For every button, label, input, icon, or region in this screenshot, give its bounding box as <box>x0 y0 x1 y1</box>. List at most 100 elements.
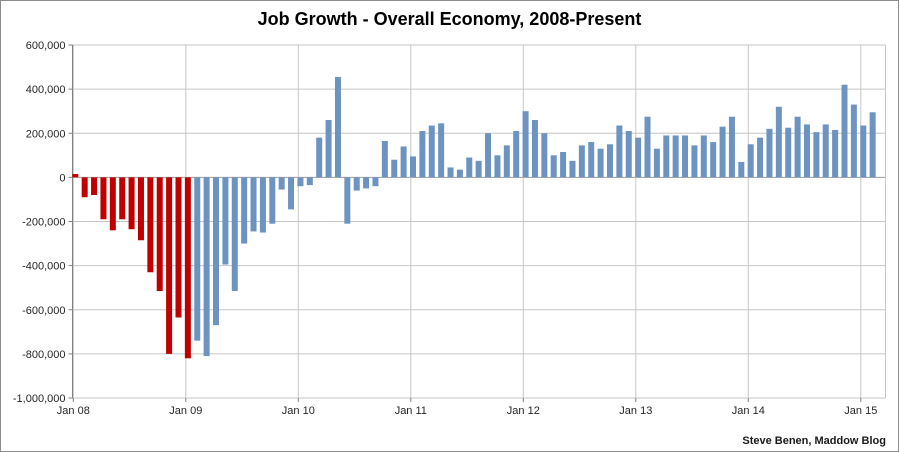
bar-sep-2011 <box>485 133 492 178</box>
bar-jan-2012 <box>522 111 529 178</box>
bar-mar-2009 <box>203 177 210 357</box>
bar-dec-2009 <box>288 177 295 210</box>
bar-jun-2009 <box>231 177 238 291</box>
bar-dec-2011 <box>513 131 520 178</box>
x-tick-label: Jan 12 <box>507 405 540 417</box>
bar-dec-2010 <box>400 146 407 178</box>
bar-mar-2011 <box>428 125 435 178</box>
bar-feb-2013 <box>644 116 651 178</box>
x-tick-label: Jan 10 <box>282 405 315 417</box>
y-tick-label: 600,000 <box>26 40 66 52</box>
bar-may-2014 <box>785 127 792 178</box>
bar-feb-2014 <box>757 137 764 178</box>
bar-apr-2008 <box>100 177 107 220</box>
y-tick-label: -800,000 <box>22 349 65 361</box>
bar-aug-2008 <box>137 177 144 241</box>
y-tick-label: -200,000 <box>22 217 65 229</box>
bar-dec-2013 <box>738 161 745 178</box>
bar-feb-2009 <box>194 177 201 341</box>
bar-sep-2014 <box>822 124 829 178</box>
bar-jan-2014 <box>747 144 754 178</box>
bar-apr-2013 <box>663 135 670 178</box>
bar-apr-2009 <box>213 177 220 326</box>
bar-dec-2012 <box>625 131 632 178</box>
bar-jul-2009 <box>241 177 248 244</box>
bar-jan-2013 <box>635 137 642 178</box>
bar-oct-2013 <box>719 126 726 178</box>
bar-dec-2014 <box>850 104 857 178</box>
bar-aug-2013 <box>700 135 707 178</box>
bar-may-2013 <box>672 135 679 178</box>
bar-mar-2012 <box>541 133 548 178</box>
bar-oct-2011 <box>494 155 501 178</box>
x-tick-label: Jan 09 <box>169 405 202 417</box>
bar-feb-2008 <box>81 177 88 198</box>
bar-apr-2011 <box>438 123 445 178</box>
bar-sep-2010 <box>372 177 379 187</box>
bar-feb-2010 <box>306 177 313 186</box>
bar-may-2008 <box>109 177 116 231</box>
bar-aug-2014 <box>813 132 820 178</box>
y-tick-label: 200,000 <box>26 128 66 140</box>
bar-oct-2008 <box>156 177 163 291</box>
bar-nov-2008 <box>166 177 173 354</box>
bar-mar-2014 <box>766 128 773 178</box>
bar-nov-2011 <box>503 145 510 178</box>
bar-jan-2008 <box>72 174 79 178</box>
bar-jun-2011 <box>456 169 463 178</box>
bar-jun-2014 <box>794 116 801 178</box>
bar-feb-2012 <box>531 120 538 178</box>
bar-jul-2013 <box>691 145 698 178</box>
bar-nov-2012 <box>616 125 623 178</box>
bar-oct-2014 <box>832 129 839 178</box>
bar-mar-2013 <box>653 148 660 178</box>
bar-sep-2013 <box>710 142 717 178</box>
bar-apr-2012 <box>550 155 557 178</box>
bar-sep-2009 <box>259 177 266 233</box>
bar-jun-2012 <box>569 160 576 178</box>
bar-jun-2010 <box>344 177 351 224</box>
y-tick-label: -600,000 <box>22 305 65 317</box>
bar-may-2012 <box>560 152 567 178</box>
x-tick-label: Jan 15 <box>844 405 877 417</box>
bar-may-2010 <box>334 76 341 178</box>
y-tick-label: 0 <box>59 172 65 184</box>
bar-feb-2011 <box>419 131 426 178</box>
bar-sep-2012 <box>597 148 604 178</box>
bar-nov-2013 <box>728 116 735 178</box>
bar-jul-2012 <box>578 145 585 178</box>
bar-apr-2010 <box>325 120 332 178</box>
bar-jul-2011 <box>466 157 473 178</box>
chart-title: Job Growth - Overall Economy, 2008-Prese… <box>257 9 642 29</box>
bar-aug-2011 <box>475 160 482 178</box>
bar-jul-2014 <box>803 124 810 178</box>
bar-jun-2008 <box>119 177 126 220</box>
x-tick-label: Jan 08 <box>57 405 90 417</box>
bar-dec-2008 <box>175 177 182 318</box>
bar-jul-2010 <box>353 177 360 191</box>
bar-aug-2009 <box>250 177 257 232</box>
bar-jan-2010 <box>297 177 304 187</box>
bar-jan-2015 <box>860 125 867 178</box>
bar-aug-2010 <box>363 177 370 189</box>
bar-jan-2011 <box>409 156 416 178</box>
bar-nov-2014 <box>841 84 848 178</box>
bar-nov-2010 <box>391 159 398 178</box>
bar-feb-2015 <box>869 112 876 178</box>
y-tick-label: 400,000 <box>26 84 66 96</box>
bar-may-2009 <box>222 177 229 265</box>
bar-jun-2013 <box>682 135 689 178</box>
bar-apr-2014 <box>775 106 782 178</box>
bar-mar-2008 <box>91 177 98 196</box>
bar-oct-2010 <box>381 140 388 178</box>
bar-aug-2012 <box>588 142 595 178</box>
bar-nov-2009 <box>278 177 285 190</box>
bar-jul-2008 <box>128 177 135 230</box>
y-tick-label: -1,000,000 <box>13 393 66 405</box>
bar-mar-2010 <box>316 137 323 178</box>
y-tick-label: -400,000 <box>22 261 65 273</box>
x-tick-label: Jan 13 <box>619 405 652 417</box>
attribution-credit: Steve Benen, Maddow Blog <box>742 435 886 447</box>
